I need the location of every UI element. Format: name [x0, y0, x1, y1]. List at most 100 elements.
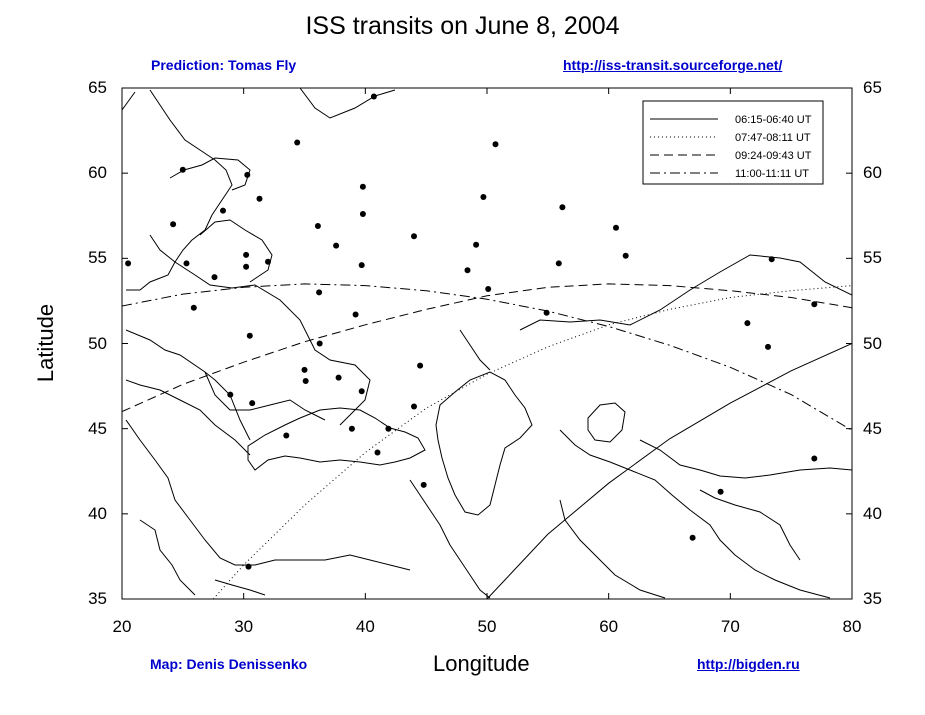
city-point	[359, 183, 366, 190]
city-point	[485, 286, 492, 292]
city-point	[211, 274, 218, 281]
y-tick-label-left: 60	[88, 163, 107, 183]
city-point	[335, 374, 342, 381]
legend-item: 06:15-06:40 UT	[650, 114, 812, 126]
x-tick-label: 20	[112, 617, 132, 636]
city-point	[385, 425, 392, 432]
y-tick-label-right: 40	[863, 503, 882, 523]
city-point	[555, 260, 562, 267]
city-point	[543, 309, 550, 316]
city-point	[125, 260, 132, 267]
legend-label: 09:24-09:43 UT	[735, 150, 812, 162]
city-point	[294, 139, 301, 146]
x-tick-label: 70	[720, 617, 740, 636]
city-point	[179, 166, 186, 173]
y-tick-label-right: 50	[863, 333, 882, 353]
city-point	[244, 171, 251, 178]
axis-ticks	[121, 87, 853, 600]
city-point	[183, 260, 190, 267]
legend-item: 07:47-08:11 UT	[650, 132, 811, 144]
legend-box	[642, 100, 824, 185]
track-dashdot	[122, 283, 852, 431]
city-point	[411, 233, 417, 240]
y-tick-label-right: 55	[863, 248, 882, 268]
city-point	[765, 343, 771, 350]
city-point	[689, 534, 696, 541]
city-point	[243, 251, 250, 258]
y-tick-label-right: 60	[863, 163, 882, 183]
city-point	[744, 320, 751, 327]
legend-label: 11:00-11:11 UT	[735, 168, 809, 180]
y-tick-label-left: 65	[88, 78, 107, 97]
legend-label: 07:47-08:11 UT	[735, 132, 811, 144]
city-point	[243, 263, 250, 270]
city-point	[190, 304, 197, 311]
y-tick-label-right: 45	[863, 418, 882, 438]
x-axis-title: Longitude	[433, 651, 530, 676]
city-point	[246, 332, 253, 339]
city-point	[417, 362, 424, 369]
track-dashed	[122, 283, 852, 413]
city-point	[768, 256, 775, 263]
city-point	[283, 432, 290, 439]
y-tick-label-left: 50	[88, 333, 107, 353]
x-tick-label: 80	[842, 617, 862, 636]
city-point	[256, 195, 263, 202]
track-dotted	[212, 285, 852, 599]
city-point	[170, 221, 177, 228]
city-point	[811, 301, 818, 308]
city-point	[227, 391, 234, 398]
city-point	[622, 252, 629, 259]
transit-tracks	[122, 283, 852, 599]
legend: 06:15-06:40 UT 07:47-08:11 UT 09:24-09:43 …	[642, 100, 824, 185]
city-point	[358, 262, 365, 269]
city-point	[245, 563, 252, 570]
y-tick-label-left: 40	[88, 503, 107, 523]
city-point	[333, 242, 340, 249]
x-tick-label: 30	[234, 617, 254, 636]
map-link[interactable]: http://bigden.ru	[697, 656, 800, 672]
city-point	[316, 289, 323, 296]
city-point	[480, 194, 487, 200]
prediction-link[interactable]: http://iss-transit.sourceforge.net/	[563, 57, 783, 73]
city-point	[249, 400, 256, 407]
map-credit: Map: Denis Denissenko	[150, 656, 308, 672]
chart-title: ISS transits on June 8, 2004	[305, 12, 620, 40]
city-point	[420, 481, 427, 488]
city-point	[302, 378, 309, 384]
city-point	[314, 223, 321, 229]
city-point	[374, 449, 381, 456]
city-point	[473, 241, 480, 248]
city-point	[464, 267, 471, 274]
city-point	[220, 207, 226, 214]
y-tick-label-right: 35	[863, 589, 882, 608]
x-tick-label: 50	[477, 617, 497, 636]
city-point	[717, 488, 724, 495]
y-tick-label-left: 35	[88, 589, 107, 608]
legend-label: 06:15-06:40 UT	[735, 114, 812, 126]
legend-item: 09:24-09:43 UT	[650, 150, 812, 162]
city-point	[370, 93, 377, 100]
city-point	[301, 366, 308, 373]
city-point	[492, 141, 499, 148]
city-point	[559, 204, 566, 211]
y-tick-label-left: 55	[88, 248, 107, 268]
city-point	[348, 425, 355, 432]
track-solid	[486, 343, 852, 599]
city-point	[358, 388, 365, 395]
city-point	[352, 311, 359, 318]
city-markers	[125, 93, 818, 570]
city-point	[811, 455, 818, 462]
x-tick-label: 40	[355, 617, 375, 636]
city-point	[316, 340, 323, 347]
city-point	[613, 224, 619, 231]
prediction-credit: Prediction: Tomas Fly	[151, 57, 297, 73]
legend-item: 11:00-11:11 UT	[650, 168, 809, 180]
y-tick-label-left: 45	[88, 418, 107, 438]
city-point	[359, 211, 366, 217]
x-tick-label: 60	[599, 617, 619, 636]
y-tick-label-right: 65	[863, 78, 882, 97]
city-point	[411, 403, 417, 410]
